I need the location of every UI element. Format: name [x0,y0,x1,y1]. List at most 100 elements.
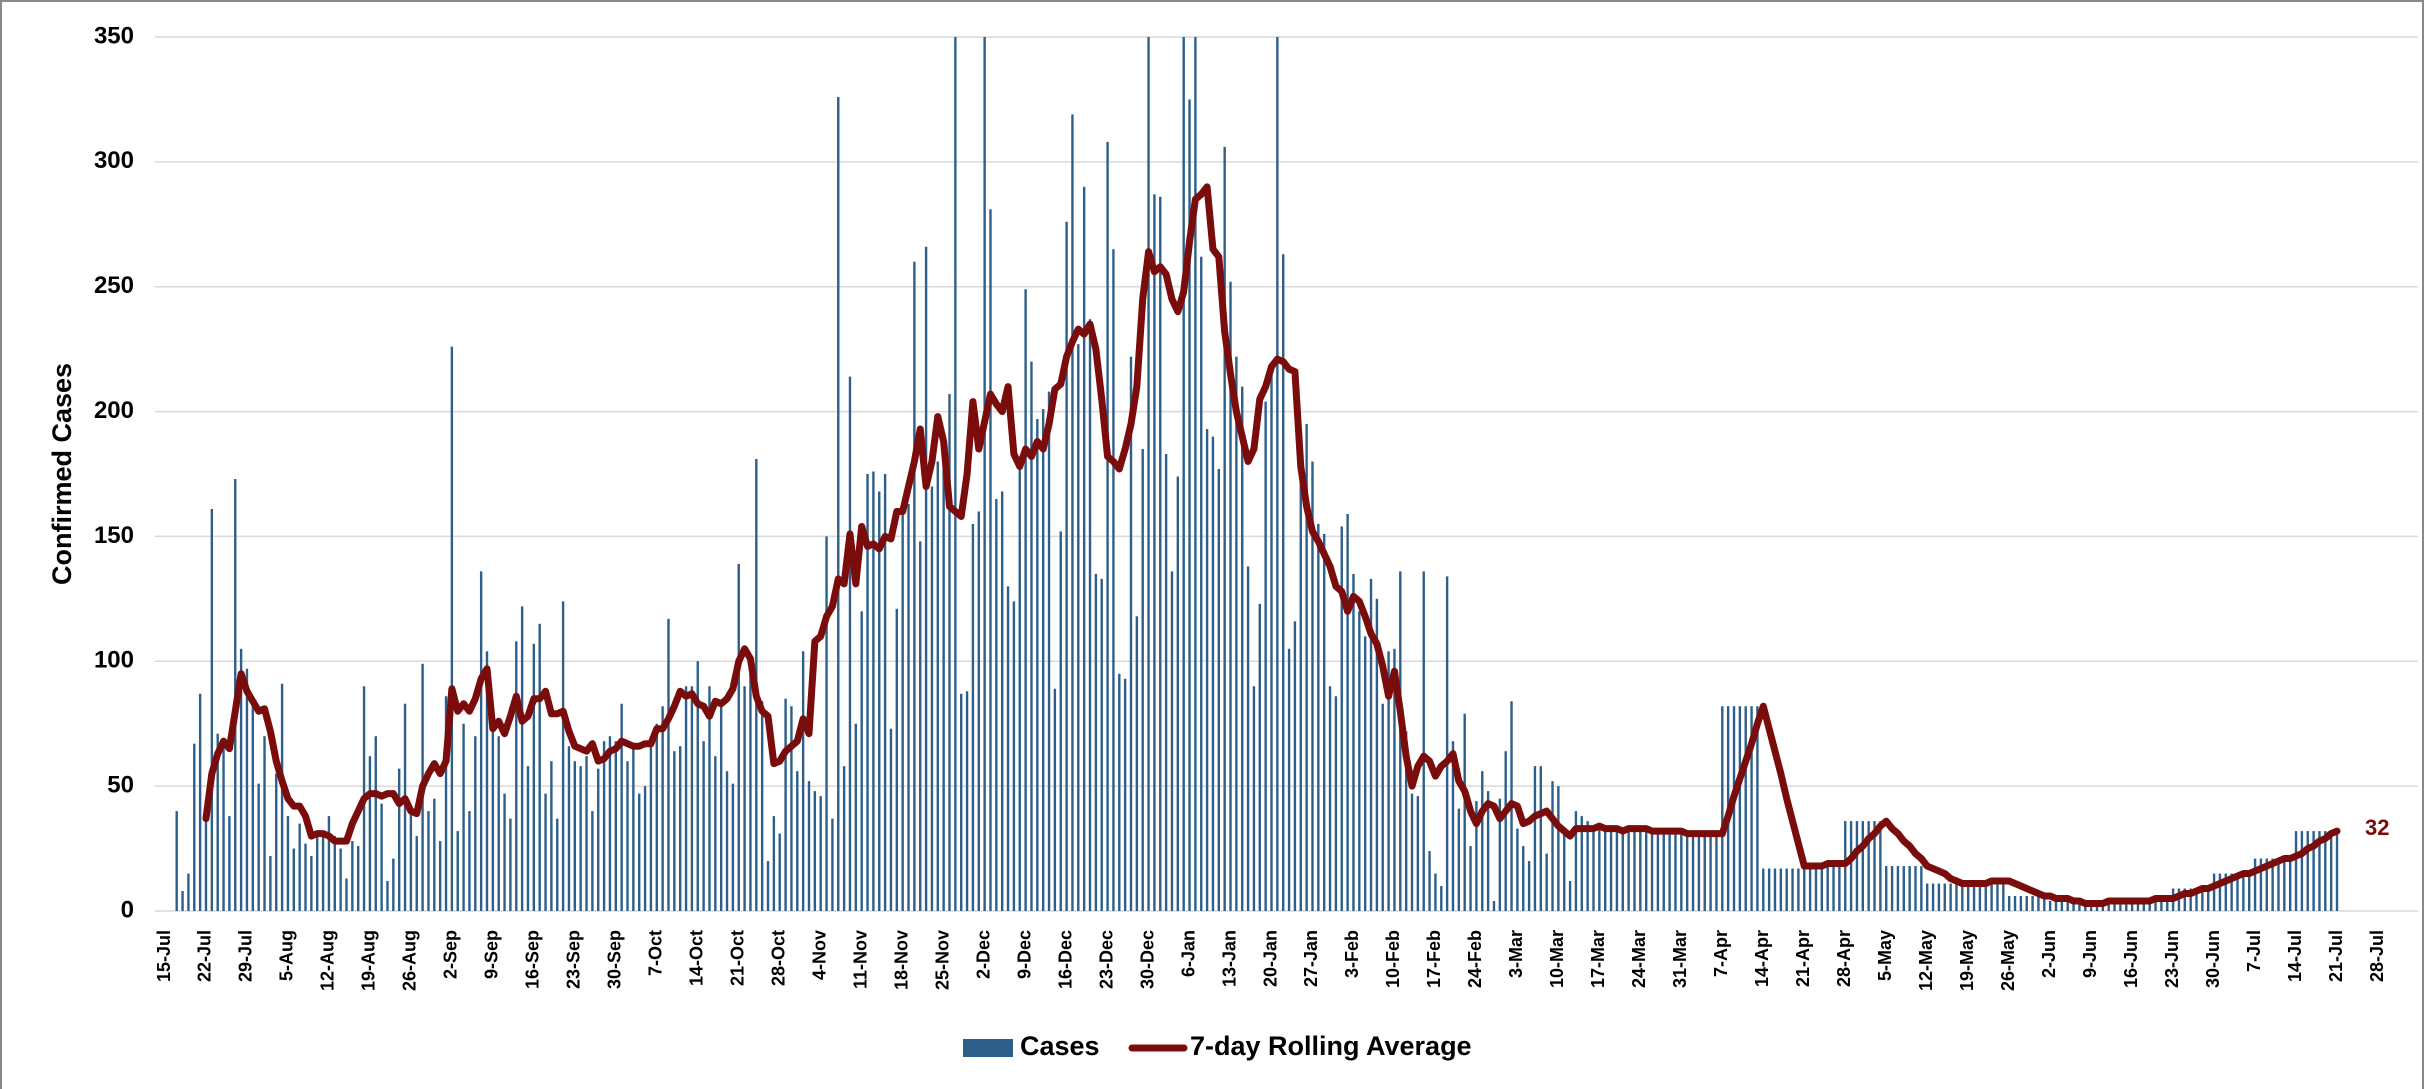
bar [1328,686,1332,911]
x-tick-label: 15-Jul [154,930,174,982]
bar [2318,831,2321,911]
bar [368,756,372,911]
bar [1194,37,1197,911]
x-tick-label: 28-Oct [768,930,788,986]
bar [304,843,307,911]
bar [1820,866,1824,911]
bar [2271,858,2274,911]
bar [2031,896,2034,911]
bar [1890,866,1894,911]
x-tick-label: 14-Oct [687,930,707,986]
bar [1211,436,1215,911]
bar [333,836,336,911]
bar [1457,808,1461,911]
bar [749,673,752,911]
bar [1369,578,1373,911]
bar [2236,873,2239,911]
bar [1176,476,1180,911]
bar [345,878,348,911]
bar [1112,249,1115,911]
bar [1141,449,1144,911]
bar [1767,868,1771,911]
bar [532,643,536,911]
bar [1164,454,1168,911]
bar [1135,616,1139,911]
bar [778,833,781,911]
bar [1691,833,1695,911]
bar [719,703,723,911]
bar [919,541,922,911]
bar [2324,831,2327,911]
x-tick-label: 3-Mar [1506,930,1526,978]
bar [848,376,852,911]
bar [714,756,717,911]
bar [1358,611,1361,911]
bar [1563,828,1566,911]
bar [889,728,893,911]
bar [948,394,951,911]
bar [1996,883,1999,911]
bar [661,706,664,911]
y-tick-label: 150 [94,522,134,549]
bar [316,836,319,911]
bar [983,37,986,911]
bar [1428,851,1431,911]
bar [275,773,278,911]
bar [2224,873,2227,911]
x-tick-label: 22-Jul [195,930,215,982]
bar [216,733,219,911]
bar [1416,796,1420,911]
bar [1129,356,1133,911]
bar [1071,114,1074,911]
bar [2230,873,2233,911]
bar [210,508,214,911]
x-tick-label: 27-Jan [1301,930,1321,987]
bar [591,811,594,911]
bar [409,811,413,911]
bar [2037,896,2040,911]
x-tick-label: 21-Apr [1793,930,1813,987]
bar [2259,858,2263,911]
bar [708,686,711,911]
bar [725,771,729,911]
bar [1832,866,1835,911]
bar [977,511,980,911]
x-tick-label: 30-Jun [2203,930,2223,988]
bar [1697,833,1701,911]
legend-swatch [963,1039,1013,1057]
bar [2125,903,2128,911]
bar [1106,141,1109,911]
bar [1340,526,1343,911]
bar [2072,901,2075,911]
bar [1984,883,1987,911]
bar [456,831,459,911]
bar [971,523,975,911]
x-tick-label: 2-Sep [441,930,461,979]
x-tick-label: 5-May [1875,930,1895,981]
bar [415,836,418,911]
bar [1715,833,1718,911]
bar [1422,571,1425,911]
bar [772,816,776,911]
bar [2335,831,2339,911]
bar [696,661,699,911]
bar [866,474,869,911]
bar [1047,391,1051,911]
bar [1703,833,1706,911]
bar [895,608,899,911]
bar [1580,816,1583,911]
bar [1926,883,1929,911]
bar [538,623,541,911]
x-tick-label: 7-Apr [1711,930,1731,977]
bar [1486,791,1490,911]
bar [842,766,846,911]
bar [222,741,225,911]
y-tick-label: 50 [107,771,134,798]
bar [2201,888,2204,911]
bar [1533,766,1537,911]
bar [1750,706,1753,911]
bar [655,723,658,911]
bar [1896,866,1900,911]
bar [187,873,190,911]
bar [1399,571,1402,911]
